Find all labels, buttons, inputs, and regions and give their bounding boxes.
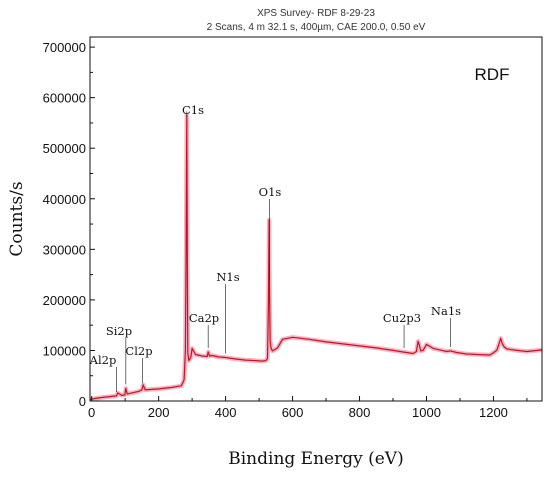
x-axis: 0 200 400 600 800 1000 1200 <box>88 396 528 420</box>
x-tick-label: 600 <box>282 405 304 420</box>
plot-frame <box>89 36 543 402</box>
data-envelope <box>89 113 543 402</box>
x-axis-title: Binding Energy (eV) <box>228 449 403 469</box>
x-tick-label: 0 <box>88 405 95 420</box>
plot-area <box>89 36 543 402</box>
x-tick-label: 1200 <box>479 405 508 420</box>
peak-label: Cl2p <box>125 344 152 358</box>
x-tick-label: 1000 <box>412 405 441 420</box>
y-axis-title: Counts/s <box>7 181 27 256</box>
peak-label: Si2p <box>106 324 132 338</box>
header-scan-info: 2 Scans, 4 m 32.1 s, 400µm, CAE 200.0, 0… <box>207 22 426 33</box>
peak-label: Ca2p <box>189 311 219 325</box>
peak-annotations: Al2p Si2p Cl2p C1s Ca2p N1s O1s Cu2p3 Na1s <box>89 103 461 392</box>
y-tick-label: 500000 <box>43 141 86 156</box>
y-tick-label: 0 <box>79 394 86 409</box>
series-line <box>89 114 543 401</box>
data-line <box>89 114 543 401</box>
y-tick-label: 100000 <box>43 343 86 358</box>
y-tick-label: 200000 <box>43 293 86 308</box>
peak-label: Cu2p3 <box>383 311 421 325</box>
y-axis: 0 100000 200000 300000 400000 500000 600000 700… <box>43 40 95 409</box>
peak-label: C1s <box>182 103 204 117</box>
y-tick-label: 300000 <box>43 242 86 257</box>
sample-label: RDF <box>475 65 510 84</box>
series-envelope <box>89 113 543 402</box>
x-tick-label: 200 <box>148 405 170 420</box>
peak-label: Na1s <box>431 304 461 318</box>
peak-label: Al2p <box>89 353 117 367</box>
peak-label: O1s <box>259 185 282 199</box>
y-tick-label: 700000 <box>43 40 86 55</box>
y-tick-label: 600000 <box>43 91 86 106</box>
header-title: XPS Survey- RDF 8-29-23 <box>257 8 375 19</box>
x-tick-label: 400 <box>215 405 237 420</box>
y-tick-label: 400000 <box>43 192 86 207</box>
peak-label: N1s <box>216 270 239 284</box>
x-tick-label: 800 <box>349 405 371 420</box>
